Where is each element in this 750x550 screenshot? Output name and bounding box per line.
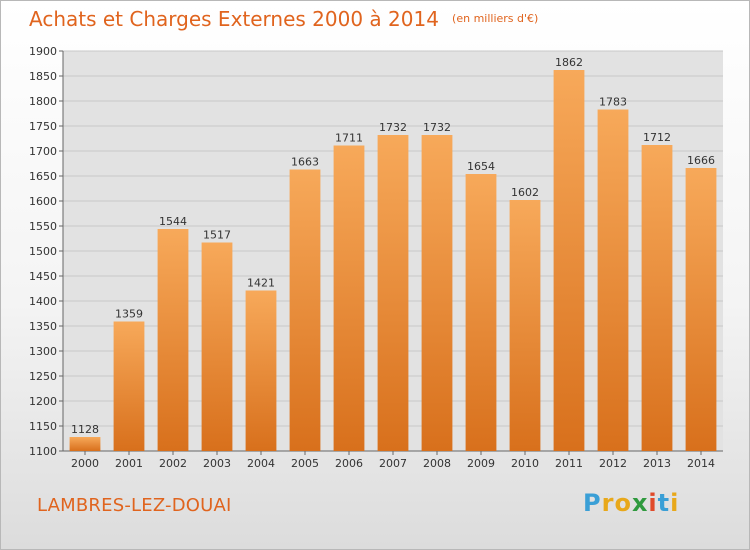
y-tick-label: 1150	[29, 420, 57, 433]
bar-2012	[597, 109, 629, 451]
logo-letter: P	[583, 489, 602, 517]
logo-letter: r	[601, 489, 615, 517]
x-tick-label: 2006	[335, 457, 363, 470]
y-tick-label: 1500	[29, 245, 57, 258]
bar-value-label: 1711	[335, 132, 363, 145]
place-name: LAMBRES-LEZ-DOUAI	[37, 495, 232, 516]
bar-2009	[465, 174, 497, 451]
bar-value-label: 1128	[71, 423, 99, 436]
chart-title-row: Achats et Charges Externes 2000 à 2014 (…	[29, 7, 538, 31]
x-tick-label: 2014	[687, 457, 715, 470]
y-tick-label: 1800	[29, 95, 57, 108]
logo-letter: i	[670, 489, 680, 517]
logo-letter: t	[657, 489, 671, 517]
bar-2014	[685, 168, 717, 451]
bar-value-label: 1732	[423, 121, 451, 134]
logo-letter: x	[631, 489, 649, 517]
y-tick-label: 1650	[29, 170, 57, 183]
y-tick-label: 1450	[29, 270, 57, 283]
y-tick-label: 1900	[29, 45, 57, 58]
y-tick-label: 1300	[29, 345, 57, 358]
bar-value-label: 1359	[115, 308, 143, 321]
chart-unit: (en milliers d'€)	[452, 12, 539, 25]
x-tick-label: 2008	[423, 457, 451, 470]
y-tick-label: 1850	[29, 70, 57, 83]
y-tick-label: 1200	[29, 395, 57, 408]
y-tick-label: 1550	[29, 220, 57, 233]
y-tick-label: 1350	[29, 320, 57, 333]
bar-value-label: 1732	[379, 121, 407, 134]
x-tick-label: 2003	[203, 457, 231, 470]
bar-2007	[377, 135, 409, 451]
x-tick-label: 2002	[159, 457, 187, 470]
y-tick-label: 1400	[29, 295, 57, 308]
bar-value-label: 1421	[247, 277, 275, 290]
proxiti-logo: Proxiti	[583, 489, 679, 517]
bar-2000	[69, 437, 101, 451]
bar-value-label: 1654	[467, 160, 495, 173]
x-tick-label: 2013	[643, 457, 671, 470]
bar-2010	[509, 200, 541, 451]
y-tick-label: 1700	[29, 145, 57, 158]
bar-2013	[641, 145, 673, 451]
bar-2002	[157, 229, 189, 451]
x-tick-label: 2007	[379, 457, 407, 470]
bar-2011	[553, 70, 585, 451]
bar-value-label: 1663	[291, 156, 319, 169]
bar-2006	[333, 145, 365, 451]
y-tick-label: 1100	[29, 445, 57, 458]
bar-value-label: 1666	[687, 154, 715, 167]
x-tick-label: 2005	[291, 457, 319, 470]
x-tick-label: 2001	[115, 457, 143, 470]
x-tick-label: 2000	[71, 457, 99, 470]
bar-2003	[201, 242, 233, 451]
y-tick-label: 1250	[29, 370, 57, 383]
logo-letter: i	[648, 489, 658, 517]
x-tick-label: 2010	[511, 457, 539, 470]
bar-2004	[245, 290, 277, 451]
x-tick-label: 2004	[247, 457, 275, 470]
bar-value-label: 1544	[159, 215, 187, 228]
bar-2008	[421, 135, 453, 451]
bar-value-label: 1783	[599, 96, 627, 109]
bar-2005	[289, 169, 321, 451]
bar-value-label: 1862	[555, 56, 583, 69]
bar-value-label: 1517	[203, 229, 231, 242]
logo-letter: o	[614, 489, 632, 517]
x-tick-label: 2012	[599, 457, 627, 470]
bar-2001	[113, 321, 145, 451]
bar-value-label: 1712	[643, 131, 671, 144]
y-tick-label: 1600	[29, 195, 57, 208]
chart-title: Achats et Charges Externes 2000 à 2014	[29, 7, 439, 31]
x-tick-label: 2011	[555, 457, 583, 470]
bar-value-label: 1602	[511, 186, 539, 199]
x-tick-label: 2009	[467, 457, 495, 470]
y-tick-label: 1750	[29, 120, 57, 133]
